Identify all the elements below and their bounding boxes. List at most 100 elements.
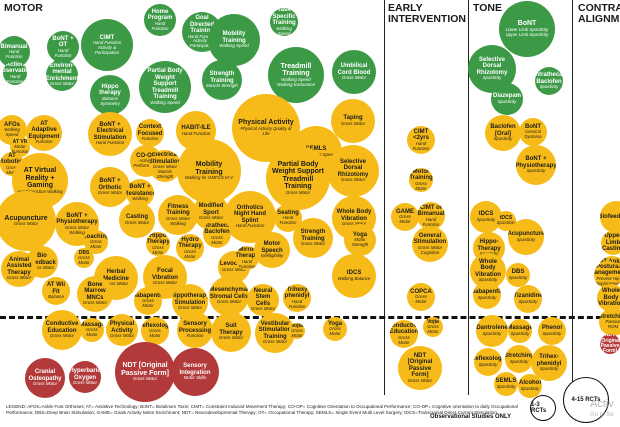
bubble-label: AT Virtual Reality + Gaming [23, 167, 57, 190]
intervention-bubble: Selective Dorsal Rhizotomy Spasticity [468, 45, 516, 93]
intervention-bubble: NDT [Original Passive Form] [600, 334, 620, 354]
intervention-bubble: ReflexologySpasticity [474, 348, 502, 376]
bubble-outcome: Walking Speed Walking Endurance [277, 76, 315, 87]
bubble-label: BoNT [525, 123, 541, 130]
bubble-label: Stretching [599, 313, 620, 320]
bubble-outcome: Gross Motor [72, 380, 98, 386]
bubble-label: Bio Feedback [28, 253, 56, 266]
bubble-label: Stretching [505, 353, 533, 360]
intervention-bubble: Animal Assisted Therapy Gross Motor [1, 251, 37, 287]
bubble-label: Trihex-phenidyl [536, 354, 562, 367]
bubble-label: Hippotherapy Simulation [172, 293, 208, 306]
bubble-label: tDCS [346, 270, 362, 277]
bubble-label: GAME [396, 208, 414, 215]
intervention-bubble: Stretching Spasticity [505, 345, 533, 373]
bubble-label: CIMT [99, 34, 115, 41]
bubble-label: Hippo-Therapy [477, 239, 501, 252]
bubble-label: BoNT [517, 20, 537, 28]
bubble-outcome: Hand Function [279, 215, 297, 226]
bubble-label: Postural Management [594, 263, 620, 277]
bubble-label: Coaching [84, 233, 108, 240]
bubble-outcome: Physical Activity Quality of Life [240, 125, 292, 136]
bubble-outcome: Motor Skills [183, 375, 207, 381]
bubble-label: Intrathecal Baclofen [535, 72, 563, 85]
bubble-label: Gabapentin [473, 289, 501, 296]
bubble-label: Environ-mental Enrichment [46, 62, 78, 82]
bubble-outcome: Hand Function [54, 47, 72, 58]
size-legend-1-3-label: 1-3 RCTs [531, 402, 547, 414]
bubble-outcome: Hand Function Walking [17, 188, 63, 194]
bubble-outcome: Spasticity [509, 358, 529, 364]
bubble-outcome: Gross Motor [6, 275, 32, 281]
bubble-outcome: Muscle Strength [206, 83, 238, 89]
bubble-outcome: Walking Speed [150, 99, 180, 105]
bubble-outcome: Hand Function [181, 130, 211, 136]
bubble-label: AT VR [12, 138, 28, 145]
bubble-outcome: Spasticity [516, 236, 536, 242]
bubble-outcome: Gross Motor [97, 190, 123, 196]
bubble-outcome: Gross Motor [218, 335, 244, 341]
intervention-bubble: Trihex-phenidyl Spasticity [531, 345, 567, 381]
intervention-bubble: COPCA Gross Motor [407, 283, 435, 311]
intervention-bubble: Treadmill Training Walking Speed Walking … [268, 47, 324, 103]
bubble-outcome: Spasticity [477, 294, 497, 300]
bubble-label: Cranial Osteopathy [28, 369, 62, 382]
intervention-bubble: Tizanidine Spasticity [514, 285, 542, 313]
bubble-outcome: Walking [132, 196, 148, 202]
intervention-bubble: Diazepam Spasticity [491, 83, 523, 115]
bubble-label: Animal Assisted Therapy [6, 256, 32, 276]
bubble-outcome: Function [35, 139, 53, 145]
bubble-outcome: Walking Speed [4, 127, 20, 138]
intervention-bubble: AT Wii Fit Balance [42, 277, 70, 305]
intervention-bubble: General Stimulation Gross Motor Cognition [412, 226, 448, 262]
bubble-outcome: Gross Motor [142, 298, 154, 309]
bubble-label: Sensory Integration [179, 363, 211, 376]
intervention-bubble: BoNT + OT Hand Function [47, 31, 79, 63]
bubble-outcome: Lower Limb Spasticity Upper Limb Spastic… [505, 26, 549, 37]
bubble-outcome: Gross Motor [6, 164, 18, 175]
intervention-bubble: Hippo Therapy Gross Motor [146, 232, 170, 256]
bubble-label: Trihexy phenidyl [284, 286, 310, 300]
intervention-bubble: AT Adaptive Equipment Function [26, 115, 62, 151]
bubble-label: Alcohol [519, 380, 541, 387]
bubble-label: BoNT + Physiotherapy [516, 156, 556, 169]
bubble-label: Upper Limb Casting [602, 233, 620, 253]
bubble-label: Mobility Training [195, 161, 223, 176]
intervention-bubble: NDT [Original Passive Form] Gross Motor [115, 342, 175, 402]
bubble-label: Mesenchymal Stromal Cells [209, 287, 249, 300]
bubble-label: Casting [125, 214, 148, 221]
bubble-label: Focal Vibration [152, 268, 178, 281]
bubble-label: Sensory Processing [178, 321, 212, 334]
intervention-bubble: Task Specific Training Walking Speed [270, 8, 298, 36]
bubble-outcome: Walking Speed [276, 25, 292, 36]
intervention-bubble: Motor Training Gross Motor [409, 168, 433, 192]
bubble-outcome: Gross Motor [415, 180, 427, 191]
size-legend-4-15-rcts: 4-15 RCTs [563, 377, 609, 423]
bubble-outcome: Spasticity [518, 298, 538, 304]
bubble-outcome: Hand Function [235, 223, 265, 229]
intervention-bubble: Yoga Motor Strength [344, 224, 376, 256]
intervention-bubble: Motor Speech Intelligibility [254, 232, 290, 268]
bubble-label: Umbilical Cord Blood [337, 63, 371, 76]
bubble-label: Intrathecal Baclofen [203, 222, 231, 236]
bubble-label: AT Adaptive Equipment [28, 120, 60, 140]
intervention-bubble: DBS Gross Motor [74, 248, 94, 268]
bubble-outcome: Gross Motor [340, 177, 366, 183]
intervention-bubble: GabapentinSpasticity [473, 281, 501, 309]
bubble-outcome: Gross Motor [329, 326, 341, 337]
intervention-bubble: tDCS Spasticity [470, 201, 502, 233]
bubble-label: Context Focused [137, 124, 163, 137]
intervention-bubble: Taping Gross Motor [331, 99, 375, 143]
bubble-outcome: Spasticity [482, 330, 502, 336]
bubble-label: Baclofen [Oral] [490, 124, 516, 137]
bubble-outcome: Spasticity [476, 216, 496, 222]
bubble-outcome: Spasticity [478, 361, 498, 367]
bubble-outcome: Spasticity [496, 220, 516, 226]
size-legend-4-15-label: 4-15 RCTs [571, 397, 601, 403]
intervention-bubble: CIMT <2yrs Hand Function [407, 126, 435, 154]
bubble-label: Yoga [352, 231, 368, 238]
intervention-bubble: Suit Therapy Gross Motor [211, 312, 251, 352]
bubble-outcome: Gross Motor [124, 219, 150, 225]
intervention-bubble: Sensory Processing Function [177, 312, 213, 348]
bubble-outcome: Gross Motor [103, 281, 129, 287]
